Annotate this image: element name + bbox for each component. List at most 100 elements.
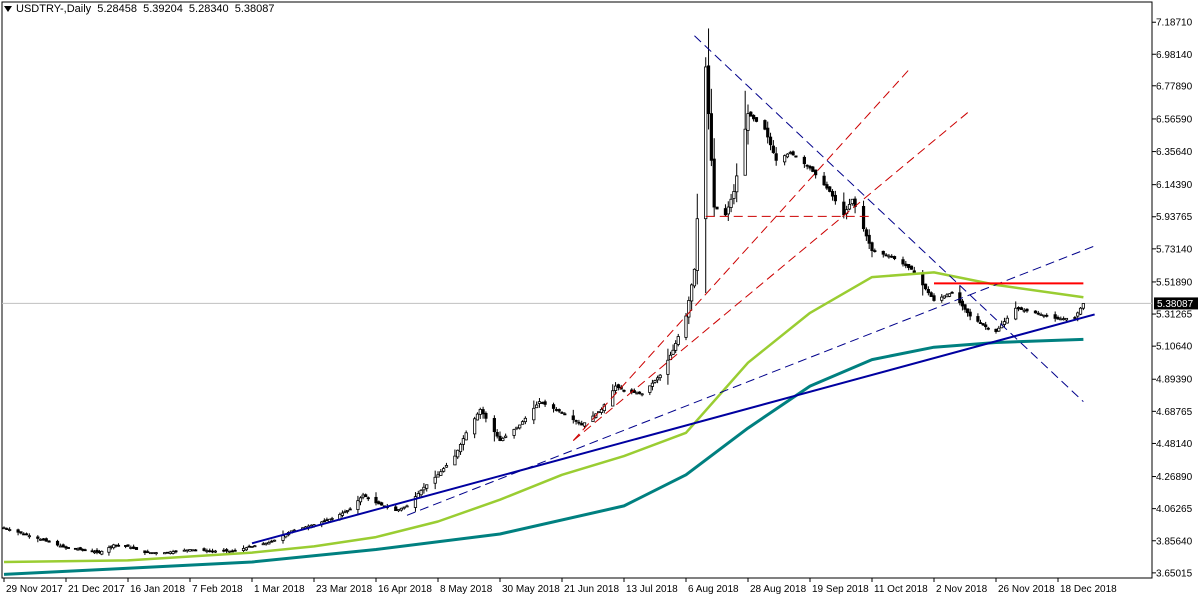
candle-body — [965, 308, 970, 314]
candle-body — [58, 545, 62, 548]
candle-body — [458, 444, 463, 453]
candle-body — [444, 465, 449, 468]
candle-body — [39, 538, 43, 541]
candle-body — [163, 552, 167, 555]
candle-body — [348, 508, 352, 511]
candle-body — [749, 111, 753, 117]
candle-body — [695, 218, 699, 271]
candle-body — [1059, 318, 1063, 321]
candle-body — [543, 401, 547, 405]
x-tick-label: 16 Apr 2018 — [378, 584, 432, 595]
candle-body — [100, 550, 104, 555]
candle-body — [942, 295, 946, 299]
candle-body — [650, 382, 655, 387]
candle-body — [658, 374, 662, 379]
candle-body — [247, 545, 251, 548]
x-tick-label: 8 May 2018 — [440, 584, 493, 595]
candle-body — [374, 496, 378, 504]
candle-body — [146, 551, 150, 554]
candle-body — [892, 256, 897, 260]
trend-line-4 — [572, 66, 912, 441]
candle-body — [41, 538, 46, 541]
candle-body — [904, 263, 908, 267]
x-tick-label: 30 May 2018 — [502, 584, 560, 595]
candle-body — [442, 468, 446, 472]
candle-body — [83, 549, 87, 552]
candle-body — [929, 292, 933, 297]
candle-body — [512, 429, 516, 436]
candle-body — [366, 497, 370, 500]
candle-body — [907, 264, 911, 268]
candle-body — [380, 502, 384, 506]
candle-body — [1039, 314, 1043, 316]
candle-body — [926, 289, 930, 294]
y-tick-label: 5.73140 — [1156, 244, 1193, 255]
candle-body — [783, 155, 787, 163]
candle-body — [632, 390, 636, 393]
candle-body — [495, 432, 499, 437]
candle-body — [850, 198, 854, 205]
candle-body — [492, 418, 496, 433]
y-tick-label: 3.85640 — [1156, 536, 1193, 547]
candle-body — [222, 549, 226, 552]
candle-body — [2, 527, 6, 530]
x-tick-label: 6 Aug 2018 — [688, 584, 739, 595]
x-tick-label: 16 Jan 2018 — [130, 584, 185, 595]
candle-body — [129, 547, 133, 549]
candle-body — [47, 540, 51, 543]
candle-body — [950, 291, 954, 294]
candle-body — [978, 322, 983, 324]
candle-body — [802, 156, 806, 165]
candle-body — [706, 65, 711, 115]
candle-body — [791, 151, 795, 156]
candle-body — [394, 506, 398, 512]
candle-body — [481, 409, 485, 415]
candle-body — [171, 551, 175, 554]
candle-body — [233, 549, 237, 552]
candle-body — [227, 550, 232, 553]
candle-body — [322, 520, 326, 523]
candle-body — [1025, 308, 1029, 312]
ma-long-line — [3, 337, 1084, 576]
candle-body — [1045, 314, 1049, 317]
candle-body — [887, 255, 891, 258]
candle-body — [551, 404, 556, 409]
candle-body — [1022, 309, 1026, 312]
y-tick-label: 5.31265 — [1156, 310, 1193, 321]
candle-body — [361, 494, 365, 498]
candle-body — [616, 384, 620, 389]
candle-body — [1016, 307, 1021, 310]
low-value: 5.28340 — [188, 3, 229, 15]
candle-body — [655, 377, 660, 381]
candle-body — [582, 422, 587, 427]
x-tick-label: 26 Nov 2018 — [998, 584, 1055, 595]
y-tick-label: 5.10640 — [1156, 342, 1193, 353]
candle-body — [958, 292, 962, 304]
candle-body — [402, 506, 406, 509]
candle-body — [425, 484, 429, 489]
candle-body — [185, 549, 189, 552]
y-tick-label: 4.06265 — [1156, 504, 1193, 515]
candle-body — [554, 409, 558, 411]
candle-body — [191, 549, 195, 552]
candle-body — [213, 550, 217, 553]
candle-body — [208, 550, 212, 553]
candle-body — [613, 385, 618, 391]
symbol-label: USDTRY-,Daily — [16, 3, 92, 15]
candle-body — [794, 155, 798, 158]
candle-body — [968, 311, 972, 317]
candle-body — [842, 201, 846, 216]
candle-body — [704, 66, 708, 220]
x-tick-label: 28 Aug 2018 — [750, 584, 807, 595]
candle-body — [909, 265, 914, 270]
candle-body — [399, 507, 403, 511]
candle-body — [396, 509, 401, 512]
current-price-label: 5.38087 — [1157, 299, 1194, 310]
candle-body — [743, 128, 747, 176]
candle-body — [1042, 314, 1046, 317]
candle-body — [867, 234, 871, 244]
candle-body — [1064, 317, 1069, 321]
dropdown-triangle-icon[interactable] — [4, 6, 12, 13]
candle-body — [671, 349, 675, 355]
